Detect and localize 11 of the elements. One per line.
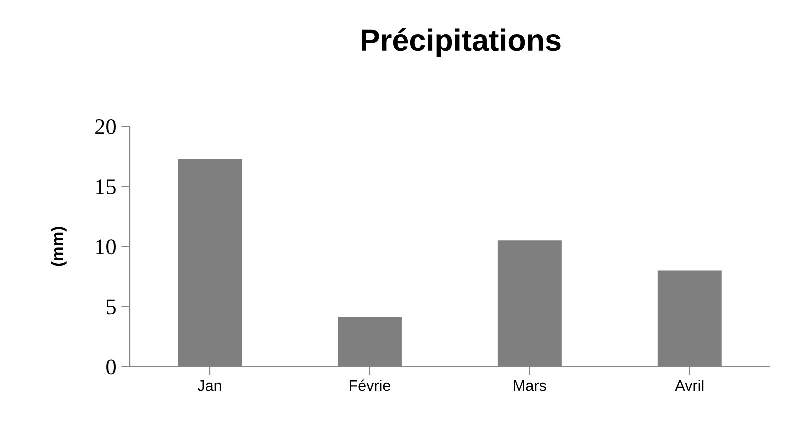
y-tick-label: 5 — [107, 300, 116, 315]
x-tick-label: Mars — [514, 380, 546, 392]
y-tick-label: 20 — [96, 119, 116, 134]
chart-title: Précipitations — [362, 28, 561, 58]
x-tick-label: Jan — [198, 380, 222, 392]
x-tick-label: Avril — [675, 380, 704, 392]
y-axis-title: (mm) — [51, 227, 67, 266]
y-tick-label: 0 — [106, 360, 116, 375]
y-tick-label: 15 — [96, 180, 116, 195]
x-tick-label: Févrie — [350, 380, 391, 392]
y-tick-label: 10 — [96, 240, 116, 255]
